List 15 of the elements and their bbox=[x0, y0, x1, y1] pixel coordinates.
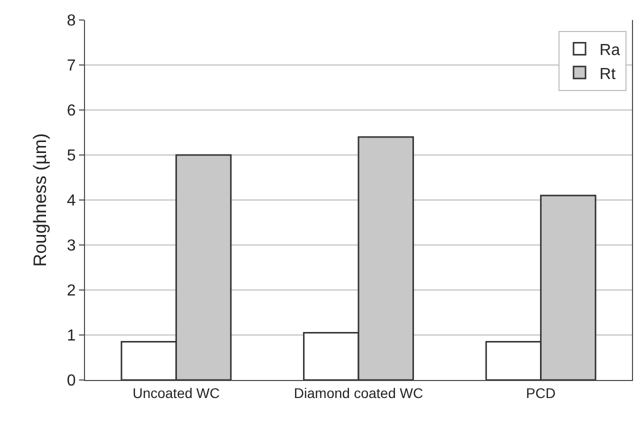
y-tick-label: 0 bbox=[66, 372, 76, 390]
y-tick-label: 6 bbox=[66, 102, 76, 120]
y-tick-label: 4 bbox=[66, 192, 76, 210]
x-tick-label: PCD bbox=[526, 384, 556, 401]
y-tick-label: 2 bbox=[66, 282, 76, 300]
y-tick-label: 1 bbox=[66, 328, 76, 345]
y-axis-title: Roughness (µm) bbox=[30, 133, 50, 267]
x-tick-label: Diamond coated WC bbox=[294, 384, 424, 401]
y-tick-label: 5 bbox=[66, 148, 76, 165]
y-tick-label: 3 bbox=[66, 238, 76, 255]
legend-label: Rt bbox=[600, 66, 616, 83]
x-tick-label: Uncoated WC bbox=[132, 384, 220, 401]
legend-label: Ra bbox=[600, 42, 620, 59]
y-tick-label: 8 bbox=[66, 12, 76, 30]
y-tick-label: 7 bbox=[66, 58, 76, 75]
